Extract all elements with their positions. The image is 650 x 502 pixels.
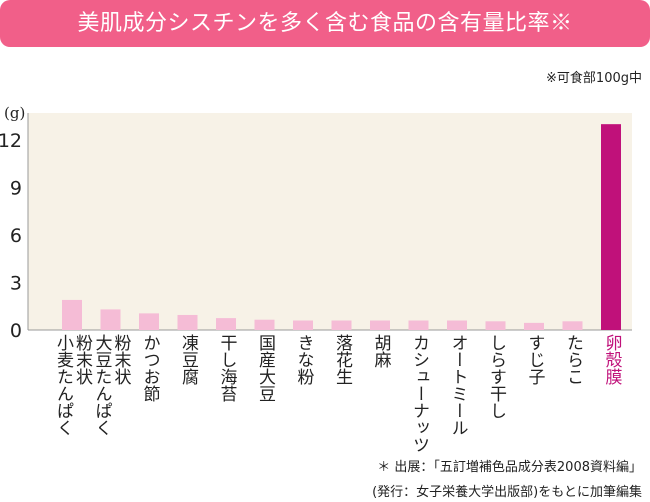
category-label: しらす干し [486,334,506,419]
unit-note: ※可食部100g中 [546,71,642,86]
bar [177,314,198,330]
category-label: 国産大豆 [255,334,275,402]
bar [562,321,583,330]
bar [100,309,121,330]
bar [447,320,467,330]
category-label: たらこ [563,334,583,385]
category-label: 胡麻 [370,334,391,368]
source-footnote: ＊ 出展：「五訂増補色品成分表2008資料編」 [377,460,642,475]
y-tick-label: 12 [0,130,22,152]
y-tick-label: 6 [10,225,22,247]
category-label: 干し海苔 [216,334,237,402]
publisher-footnote: (発行：女子栄養大学出版部)をもとに加筆編集 [372,485,642,500]
category-label: きな粉 [293,334,314,385]
bar [293,320,313,330]
bar [601,124,621,331]
bar [139,313,159,330]
y-tick-label: 0 [10,320,22,342]
plot-area [28,113,632,330]
bar [408,320,429,330]
y-axis-label: (g) [4,104,26,122]
category-label: 凍豆腐 [178,334,198,385]
bar [62,299,82,330]
bar [370,320,390,330]
category-label: カシューナッツ [409,334,429,453]
bar [331,320,352,330]
chart-title: 美肌成分シスチンを多く含む食品の含有量比率※ [0,0,650,47]
category-label: 卵殻膜 [601,334,622,385]
category-label: オートミール [447,334,468,436]
bar [485,321,506,330]
bar [216,318,236,330]
category-label: 落花生 [332,334,352,385]
category-label: かつお節 [139,334,160,402]
category-label: 粉末状 大豆たんぱく [91,334,131,436]
y-tick-label: 9 [10,178,22,200]
category-label: すじ子 [524,334,545,385]
category-label: 粉末状 小麦たんぱく [53,334,92,436]
bar [524,322,544,330]
bar [254,319,275,330]
y-tick-label: 3 [10,273,22,295]
